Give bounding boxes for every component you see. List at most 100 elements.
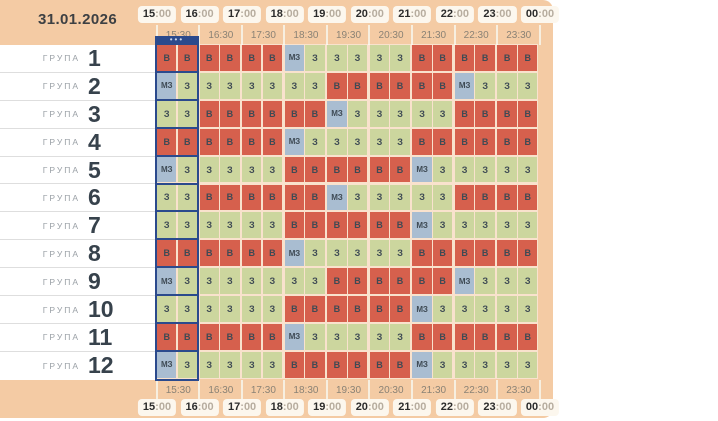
- schedule-cell: В: [220, 324, 240, 350]
- hour-label-minutes: :00: [197, 401, 214, 413]
- schedule-cell: З: [432, 351, 453, 378]
- half-hour-label: 18:30: [293, 30, 319, 41]
- schedule-cell: МЗ: [412, 156, 432, 183]
- schedule-cell: В: [199, 184, 219, 211]
- schedule-cell: В: [412, 324, 432, 350]
- group-number: 5: [88, 156, 101, 183]
- schedule-cell: МЗ: [412, 212, 432, 239]
- hour-label-hour: 20: [355, 401, 368, 413]
- schedule-cell: З: [390, 128, 410, 155]
- schedule-cell: МЗ: [284, 240, 305, 267]
- schedule-cell: В: [242, 100, 262, 127]
- half-hour-label: 15:30: [166, 30, 191, 42]
- schedule-cell: В: [177, 324, 197, 350]
- schedule-cell: З: [347, 324, 368, 350]
- schedule-cell: В: [390, 72, 410, 99]
- schedule-cell: З: [157, 212, 177, 239]
- group-row: ГРУПА 1: [0, 45, 157, 73]
- hour-label-minutes: :00: [197, 8, 214, 20]
- group-number: 3: [88, 100, 101, 127]
- schedule-cell: В: [497, 240, 517, 267]
- schedule-cell: В: [199, 128, 219, 155]
- schedule-cell: В: [412, 45, 432, 71]
- group-label: ГРУПА: [42, 109, 80, 120]
- group-row: ГРУПА 10: [0, 296, 157, 324]
- group-row: ГРУПА 5: [0, 157, 157, 185]
- group-number: 8: [88, 240, 101, 267]
- group-number: 10: [88, 296, 114, 323]
- schedule-cell: В: [475, 128, 495, 155]
- hour-guide-line: [240, 380, 243, 399]
- schedule-cell: З: [199, 296, 219, 322]
- schedule-cell: З: [327, 240, 347, 267]
- schedule-cell: З: [432, 212, 453, 239]
- group-number: 11: [88, 323, 113, 350]
- hour-guide-line: [240, 25, 243, 45]
- hour-guide-line: [368, 380, 371, 399]
- schedule-cell: З: [242, 156, 262, 183]
- schedule-cell: МЗ: [412, 351, 432, 378]
- schedule-cell: З: [475, 156, 495, 183]
- schedule-cell: В: [220, 240, 240, 267]
- schedule-cell: В: [220, 100, 240, 127]
- schedule-cell: В: [262, 45, 283, 71]
- schedule-cell: З: [262, 351, 283, 378]
- schedule-cell: МЗ: [327, 184, 347, 211]
- schedule-cell: В: [284, 296, 305, 322]
- group-label: ГРУПА: [42, 220, 80, 231]
- schedule-cell: З: [454, 351, 475, 378]
- hour-label-minutes: :00: [155, 8, 172, 20]
- schedule-cell: З: [369, 184, 390, 211]
- schedule-cell: В: [475, 240, 495, 267]
- schedule-cell: В: [454, 324, 475, 350]
- schedule-cell: З: [305, 324, 325, 350]
- group-label: ГРУПА: [42, 332, 80, 343]
- hour-label: 16:00: [180, 6, 219, 23]
- hour-label: 00:00: [520, 399, 560, 416]
- hour-label: 18:00: [265, 399, 304, 416]
- schedule-cell: З: [157, 296, 177, 322]
- ellipsis-icon: •••: [169, 35, 185, 44]
- hour-label-minutes: :00: [155, 401, 172, 413]
- schedule-cell: В: [262, 184, 283, 211]
- schedule-cell: З: [199, 268, 219, 295]
- half-hour-label: 21:30: [421, 30, 447, 41]
- schedule-cell: З: [157, 184, 177, 211]
- schedule-cell: В: [412, 240, 432, 267]
- schedule-cell: В: [497, 324, 517, 350]
- hour-guide-line: [538, 380, 541, 399]
- hour-label-minutes: :00: [240, 401, 257, 413]
- hour-label-minutes: :00: [325, 401, 342, 413]
- schedule-cell: З: [432, 156, 453, 183]
- group-label: ГРУПА: [42, 192, 80, 203]
- half-hour-label: 19:30: [335, 385, 362, 396]
- schedule-cell: В: [475, 184, 495, 211]
- schedule-cell: В: [369, 72, 390, 99]
- hour-guide-line: [155, 25, 158, 45]
- schedule-cell: В: [454, 240, 475, 267]
- hour-label-minutes: :00: [367, 401, 384, 413]
- schedule-cell: В: [454, 45, 475, 71]
- schedule-cell: З: [497, 212, 517, 239]
- schedule-cell: В: [242, 324, 262, 350]
- group-number: 7: [88, 212, 101, 239]
- schedule-cell: З: [220, 268, 240, 295]
- schedule-cell: З: [412, 100, 432, 127]
- hour-guide-line: [283, 25, 286, 45]
- schedule-cell: З: [432, 100, 453, 127]
- hour-label: 21:00: [393, 399, 432, 416]
- hour-label: 19:00: [308, 399, 347, 416]
- schedule-cell: З: [518, 296, 538, 322]
- schedule-cell: В: [305, 156, 325, 183]
- current-time-bar[interactable]: •••: [155, 36, 199, 45]
- group-number: 4: [88, 128, 101, 155]
- schedule-cell: В: [475, 324, 495, 350]
- group-label: ГРУПА: [42, 165, 80, 176]
- schedule-cell: З: [199, 156, 219, 183]
- schedule-cell: З: [305, 240, 325, 267]
- schedule-cell: В: [454, 100, 475, 127]
- schedule-cell: В: [305, 212, 325, 239]
- schedule-cell: З: [177, 72, 197, 99]
- schedule-cell: З: [390, 184, 410, 211]
- schedule-cell: В: [220, 128, 240, 155]
